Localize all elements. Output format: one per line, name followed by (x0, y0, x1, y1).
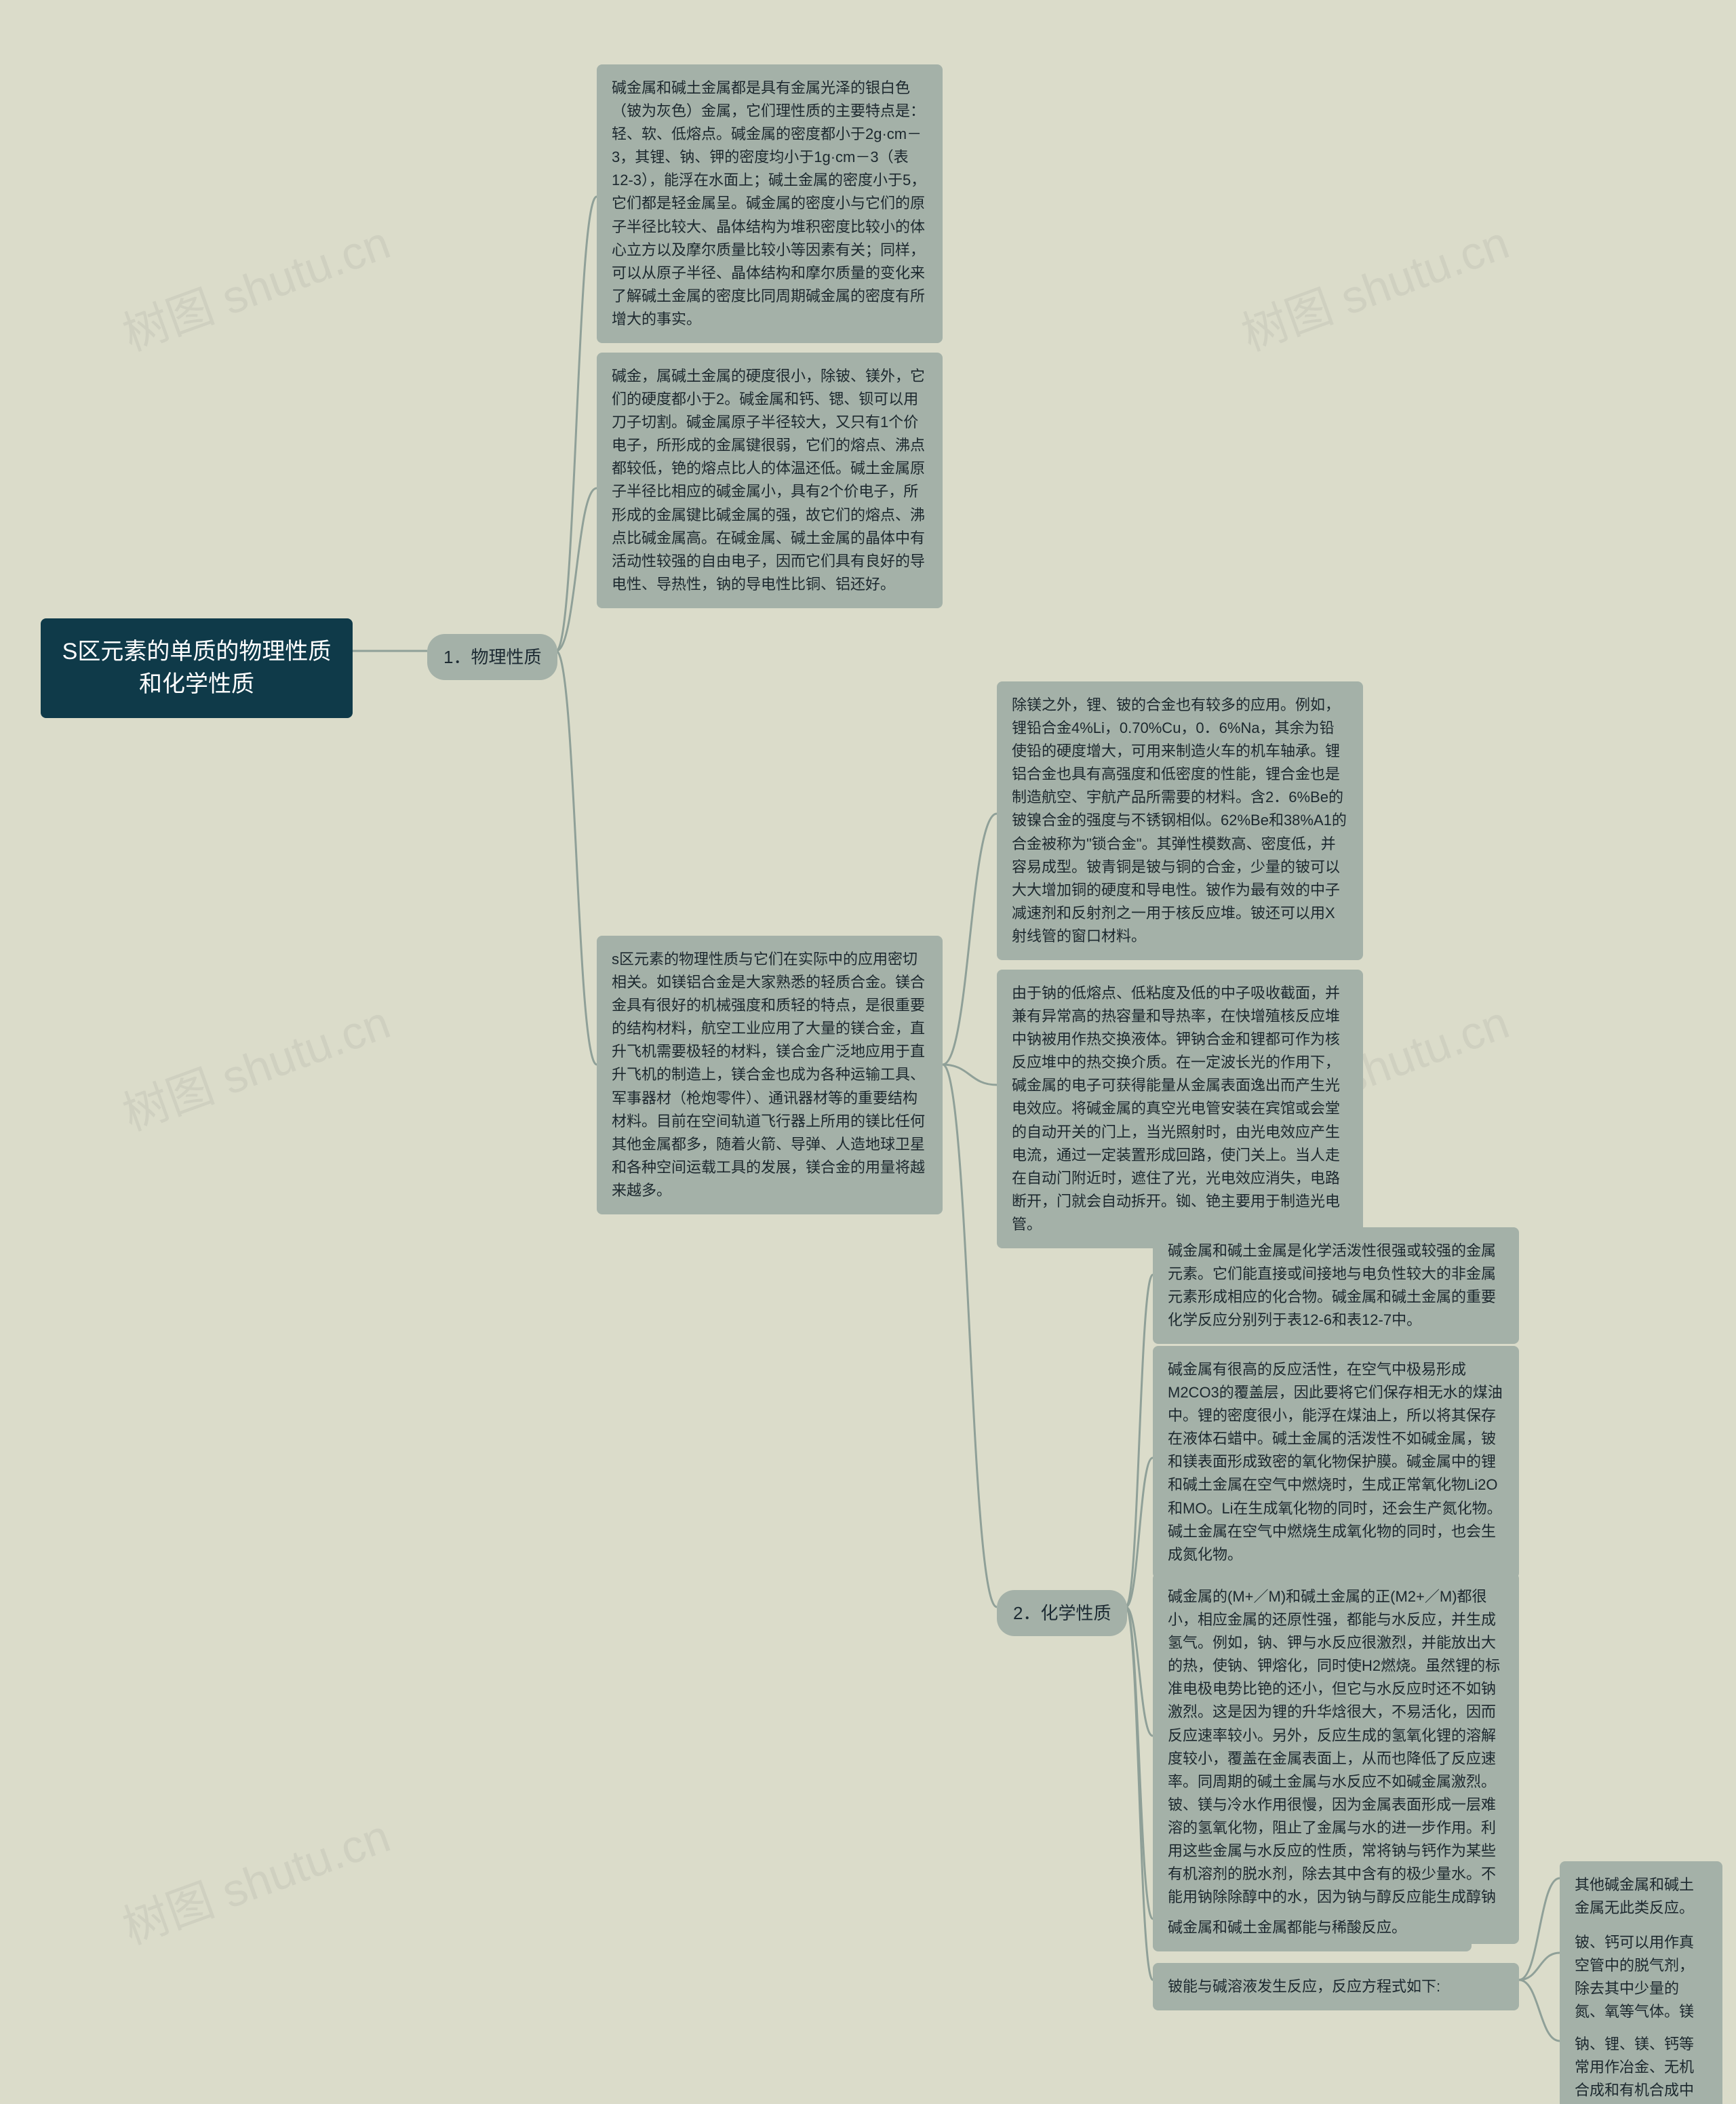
chemical-c4[interactable]: 碱金属和碱土金属都能与稀酸反应。 (1153, 1904, 1472, 1951)
watermark: 树图 shutu.cn (112, 985, 397, 1144)
physical-sub-1[interactable]: 除镁之外，锂、铍的合金也有较多的应用。例如，锂铅合金4%Li，0.70%Cu，0… (997, 681, 1363, 960)
chemical-c1[interactable]: 碱金属和碱土金属是化学活泼性很强或较强的金属元素。它们能直接或间接地与电负性较大… (1153, 1227, 1519, 1344)
physical-p1[interactable]: 碱金属和碱土金属都是具有金属光泽的银白色（铍为灰色）金属，它们理性质的主要特点是… (597, 64, 943, 343)
watermark: 树图 shutu.cn (112, 1799, 397, 1958)
chemical-c5[interactable]: 铍能与碱溶液发生反应，反应方程式如下: (1153, 1963, 1519, 2010)
watermark: 树图 shutu.cn (1231, 205, 1516, 364)
branch-chemical[interactable]: 2．化学性质 (997, 1590, 1127, 1636)
root-node[interactable]: S区元素的单质的物理性质和化学性质 (41, 618, 353, 718)
chemical-c2[interactable]: 碱金属有很高的反应活性，在空气中极易形成M2CO3的覆盖层，因此要将它们保存相无… (1153, 1346, 1519, 1579)
chemical-sub-d3[interactable]: 钠、锂、镁、钙等常用作冶金、无机合成和有机合成中的还原剂。 (1560, 2021, 1722, 2104)
chemical-c3[interactable]: 碱金属的(M+／M)和碱土金属的正(M2+／M)都很小，相应金属的还原性强，都能… (1153, 1573, 1519, 1944)
physical-p2[interactable]: 碱金，属碱土金属的硬度很小，除铍、镁外，它们的硬度都小于2。碱金属和钙、锶、钡可… (597, 353, 943, 608)
watermark: 树图 shutu.cn (112, 205, 397, 364)
branch-physical[interactable]: 1．物理性质 (427, 634, 557, 680)
physical-sub-2[interactable]: 由于钠的低熔点、低粘度及低的中子吸收截面，并兼有异常高的热容量和导热率，在快增殖… (997, 970, 1363, 1248)
physical-p3[interactable]: s区元素的物理性质与它们在实际中的应用密切相关。如镁铝合金是大家熟悉的轻质合金。… (597, 936, 943, 1214)
